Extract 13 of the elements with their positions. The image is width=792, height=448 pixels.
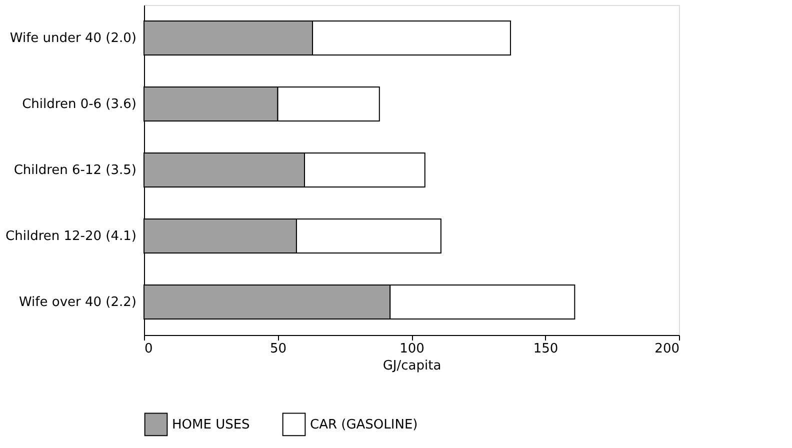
x-tick-label: 50 — [270, 342, 287, 356]
x-tick-label: 100 — [400, 342, 424, 356]
legend-label: HOME USES — [172, 417, 250, 432]
x-tick-label: 150 — [533, 342, 558, 356]
legend-label: CAR (GASOLINE) — [310, 417, 418, 432]
x-tick-label: 200 — [654, 342, 680, 356]
x-axis-title: GJ/capita — [382, 358, 442, 374]
y-tick-label: Children 12-20 (4.1) — [6, 229, 136, 244]
y-tick-label: Children 0-6 (3.6) — [22, 97, 136, 112]
y-tick-label: Wife under 40 (2.0) — [10, 31, 136, 46]
y-tick-label: Wife over 40 (2.2) — [18, 295, 136, 310]
x-tick-label: 0 — [144, 342, 153, 356]
y-tick-label: Children 6-12 (3.5) — [14, 163, 136, 178]
